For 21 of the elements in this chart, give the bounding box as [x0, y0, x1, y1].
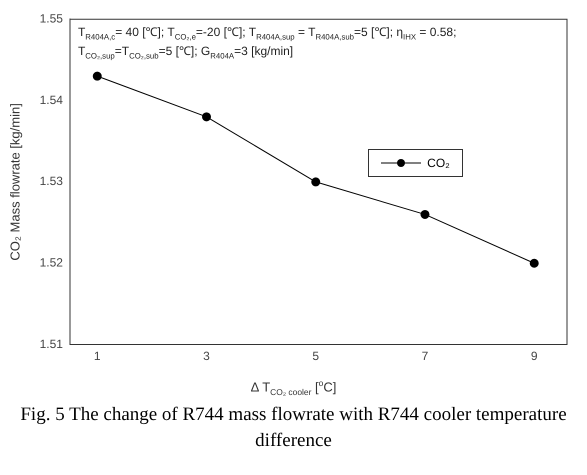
text: T$_{R404A,c}$= 40 [℃]; T$_{CO₂,e}$=-20 [℃]; T$_{R404A,sup}$ = T$_{R404A,sub}$=5 [℃]; η$_{IHX}$ = 0.58; — [78, 25, 456, 42]
y-tick-label: 1.51 — [40, 336, 64, 351]
y-axis-title: CO₂ Mass flowrate [kg/min] — [7, 103, 22, 261]
annotation: T$_{CO₂,sup}$=T$_{CO₂,sub}$=5 [℃]; G$_{R404A}$=3 [kg/min] — [78, 43, 294, 61]
y-tick-label: 1.55 — [40, 12, 64, 26]
point — [92, 72, 102, 81]
x-tick-label: 9 — [530, 349, 538, 364]
point — [530, 258, 539, 268]
point — [202, 112, 212, 122]
y-tick-label: 1.53 — [40, 174, 64, 188]
y-tick-label: 1.54 — [40, 92, 64, 107]
point — [311, 177, 320, 186]
x-tick-label: 1 — [94, 349, 101, 364]
x-tick-label: 7 — [422, 349, 429, 364]
x-tick-label: 3 — [203, 349, 210, 364]
x-axis-title: Δ T$_{CO₂ cooler}$ [$^{o}$C] — [250, 378, 338, 397]
caption: Fig. 5 The change of R744 mass flowrate with R744 cooler temperature difference — [19, 403, 568, 453]
point — [420, 210, 430, 219]
y-tick-label: 1.52 — [40, 256, 64, 270]
legend-label: CO₂ — [427, 156, 450, 170]
x-tick-label: 5 — [312, 349, 320, 364]
